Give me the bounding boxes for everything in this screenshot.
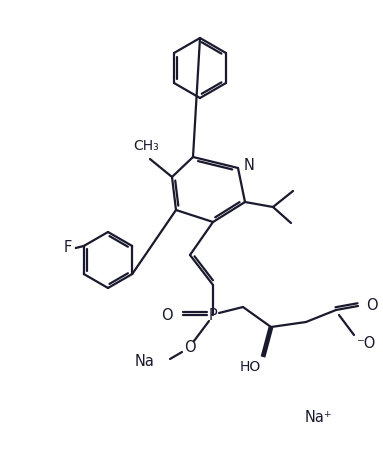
Text: O: O [184, 339, 196, 355]
Text: O: O [366, 299, 378, 313]
Text: CH₃: CH₃ [133, 139, 159, 153]
Text: P: P [209, 308, 218, 322]
Text: Na: Na [134, 355, 154, 370]
Text: HO: HO [240, 360, 261, 374]
Text: Na⁺: Na⁺ [304, 410, 332, 426]
Text: N: N [244, 158, 255, 172]
Text: F: F [64, 241, 72, 255]
Text: O: O [161, 308, 173, 322]
Text: ⁻O: ⁻O [356, 335, 375, 351]
